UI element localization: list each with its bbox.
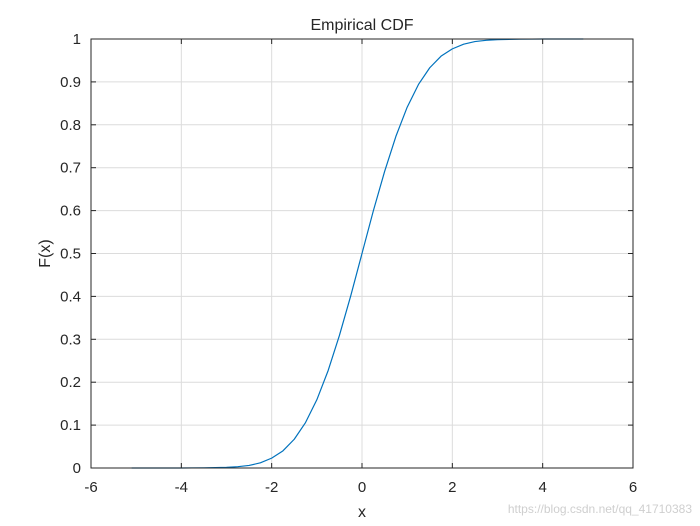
y-tick-label: 0.3 (60, 331, 81, 348)
x-tick-label: -4 (175, 479, 188, 496)
y-axis-title: F(x) (37, 239, 54, 267)
x-tick-label: 0 (358, 479, 366, 496)
data-series (131, 38, 584, 469)
tick-marks (90, 38, 634, 469)
x-tick-label: 4 (538, 479, 546, 496)
y-tick-label: 1 (73, 31, 81, 48)
y-tick-label: 0 (73, 460, 81, 477)
cdf-series-line (131, 38, 584, 469)
y-tick-label: 0.6 (60, 203, 81, 220)
x-tick-label: 2 (448, 479, 456, 496)
y-tick-label: 0.2 (60, 374, 81, 391)
x-tick-label: -6 (84, 479, 97, 496)
watermark-text: https://blog.csdn.net/qq_41710383 (508, 502, 692, 516)
chart-title: Empirical CDF (310, 17, 413, 34)
x-tick-labels: -6 -4 -2 0 2 4 6 (84, 479, 637, 496)
x-tick-label: -2 (265, 479, 278, 496)
y-tick-label: 0.9 (60, 74, 81, 91)
plot-area: -6 -4 -2 0 2 4 6 0 0.1 0.2 0.3 0.4 0.5 0.6 0.7 0.8 0.9 1 (60, 31, 637, 496)
x-tick-label: 6 (629, 479, 637, 496)
y-tick-label: 0.4 (60, 288, 81, 305)
y-tick-label: 0.1 (60, 417, 81, 434)
y-tick-labels: 0 0.1 0.2 0.3 0.4 0.5 0.6 0.7 0.8 0.9 1 (60, 31, 81, 477)
y-tick-label: 0.5 (60, 246, 81, 263)
y-tick-label: 0.8 (60, 117, 81, 134)
x-axis-title: x (358, 504, 366, 521)
y-tick-label: 0.7 (60, 160, 81, 177)
